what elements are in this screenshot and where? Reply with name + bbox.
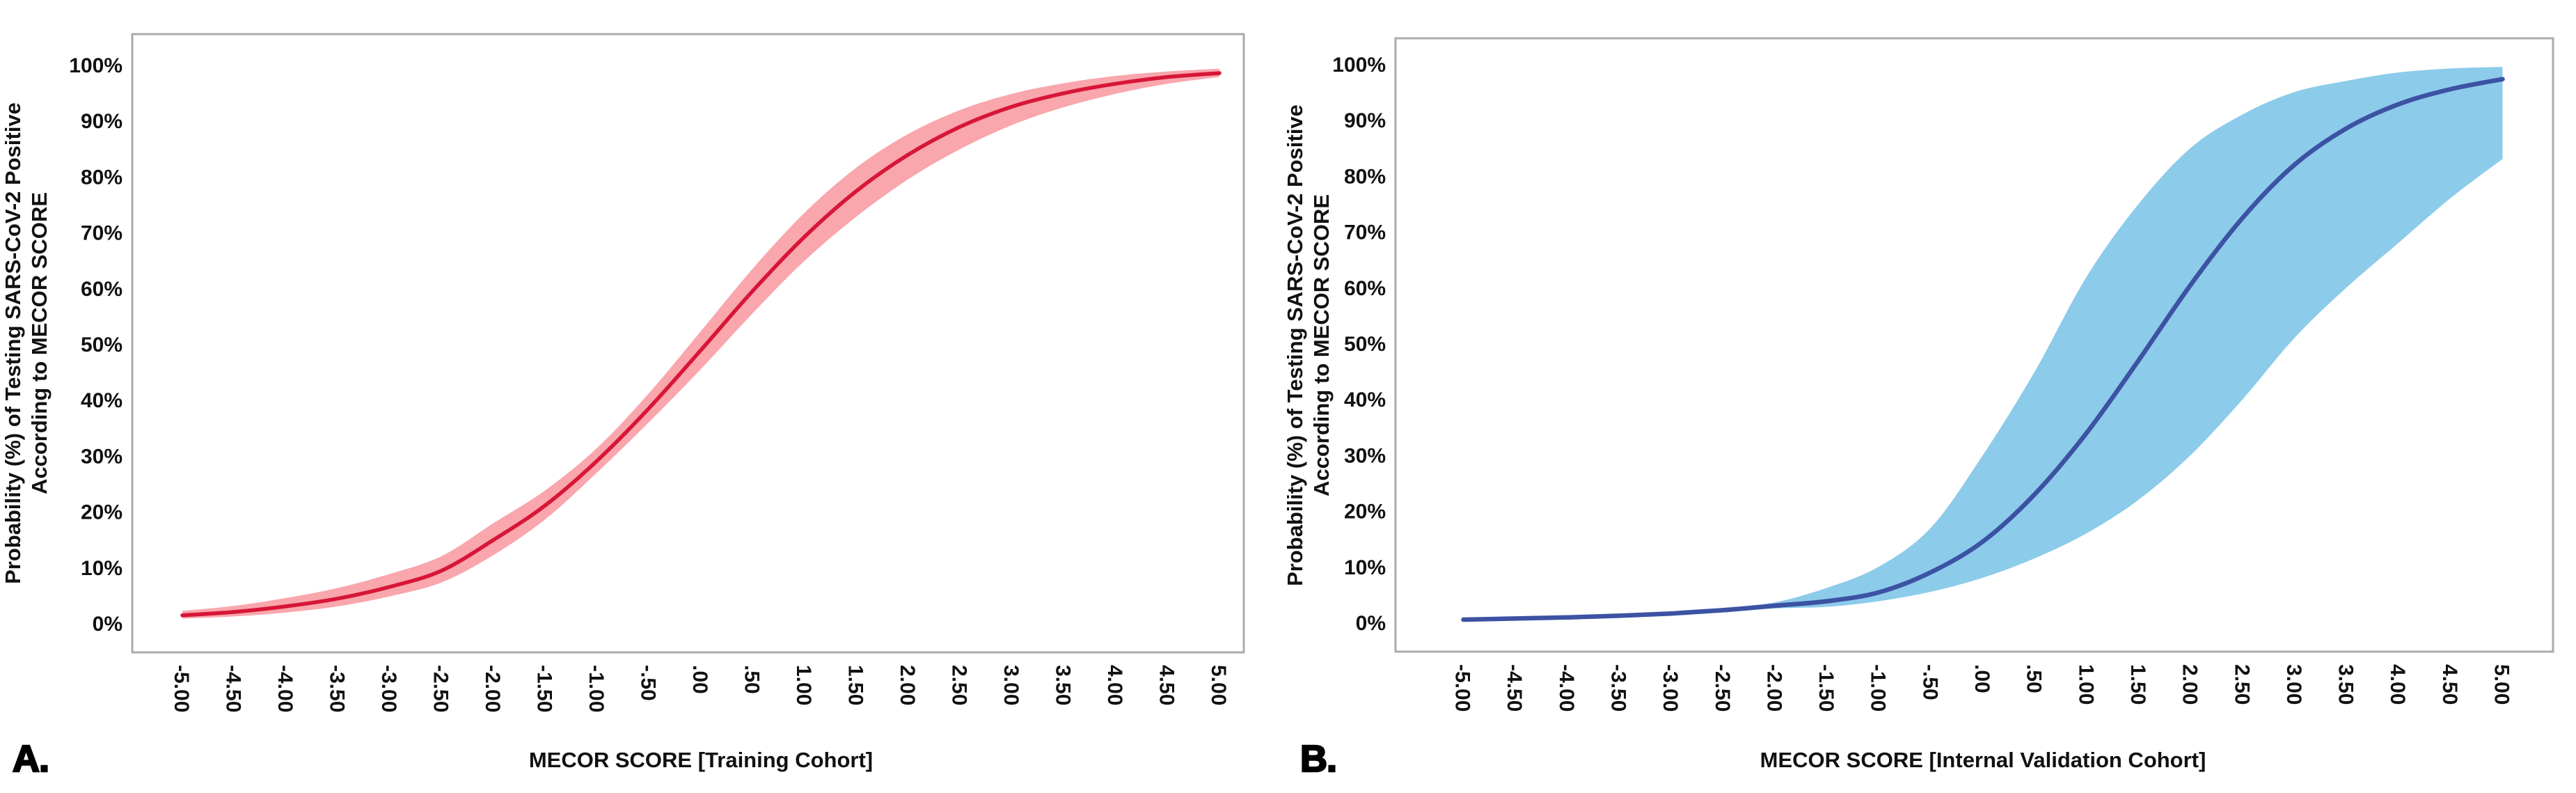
x-tick-label: 1.00 bbox=[2074, 664, 2097, 705]
x-tick-label: -2.00 bbox=[1762, 664, 1785, 712]
x-tick-label: -5.00 bbox=[1451, 664, 1474, 712]
panel-b-y-axis-title-line2: According to MECOR SCORE bbox=[1309, 194, 1334, 496]
x-tick-label: -.50 bbox=[637, 665, 660, 701]
x-tick-label: -2.50 bbox=[1711, 664, 1734, 712]
y-tick-label: 90% bbox=[1344, 109, 1386, 132]
x-tick-label: -3.00 bbox=[377, 665, 400, 712]
panel-b-x-tick-labels: -5.00 -4.50 -4.00 -3.50 -3.00 -2.50 -2.00 -1.50… bbox=[1451, 664, 2513, 712]
y-tick-label: 60% bbox=[81, 278, 123, 301]
x-tick-label: .50 bbox=[741, 665, 764, 694]
x-tick-label: .00 bbox=[688, 665, 711, 694]
y-tick-label: 20% bbox=[81, 501, 123, 524]
y-tick-label: 90% bbox=[81, 110, 123, 133]
panel-b: 0%10%20%30%40%50%60%70%80%90%100% -5.00-… bbox=[1283, 37, 2554, 780]
x-tick-label: 2.50 bbox=[948, 665, 971, 705]
x-tick-label: -4.50 bbox=[1503, 664, 1526, 712]
x-tick-label: 1.50 bbox=[2126, 664, 2149, 705]
y-tick-label: 10% bbox=[1344, 556, 1386, 579]
x-tick-label: 4.00 bbox=[2386, 664, 2409, 705]
y-tick-label: 60% bbox=[1344, 277, 1386, 300]
x-tick-label: -4.50 bbox=[222, 665, 245, 712]
panel-a-letter: A. bbox=[13, 738, 49, 780]
x-tick-label: -.50 bbox=[1918, 664, 1941, 700]
panel-b-plot-frame bbox=[1394, 37, 2554, 653]
y-tick-label: 80% bbox=[81, 166, 123, 189]
panel-a-plot-frame bbox=[131, 33, 1245, 654]
y-tick-label: 100% bbox=[69, 54, 123, 77]
panel-a-y-axis-title-line2: According to MECOR SCORE bbox=[27, 192, 52, 494]
y-tick-label: 80% bbox=[1344, 165, 1386, 188]
panel-b-probability-curve bbox=[1461, 77, 2505, 622]
panel-a-x-axis-title: MECOR SCORE [Training Cohort] bbox=[529, 748, 873, 772]
panel-a-y-tick-labels: 0% 10% 20% 30% 40% 50% 60% 70% 80% 90% 100% bbox=[69, 54, 123, 636]
y-tick-label: 40% bbox=[1344, 388, 1386, 411]
y-tick-label: 50% bbox=[81, 333, 123, 356]
y-tick-label: 10% bbox=[81, 557, 123, 580]
x-tick-label: 3.00 bbox=[2282, 664, 2305, 705]
y-tick-label: 0% bbox=[1356, 612, 1386, 635]
y-tick-label: 70% bbox=[81, 222, 123, 245]
panel-b-x-axis-title: MECOR SCORE [Internal Validation Cohort] bbox=[1760, 748, 2206, 772]
panel-b-y-axis-title-line1: Probability (%) of Testing SARS-CoV-2 Po… bbox=[1283, 104, 1307, 586]
x-tick-label: 3.00 bbox=[999, 665, 1022, 705]
x-tick-label: -1.00 bbox=[1867, 664, 1890, 712]
y-tick-label: 30% bbox=[1344, 444, 1386, 467]
y-tick-label: 0% bbox=[93, 613, 123, 636]
x-tick-label: 1.50 bbox=[844, 665, 867, 705]
y-tick-label: 40% bbox=[81, 389, 123, 412]
x-tick-label: -3.00 bbox=[1659, 664, 1682, 712]
y-tick-label: 100% bbox=[1332, 54, 1386, 77]
x-tick-label: -1.00 bbox=[585, 665, 608, 712]
x-tick-label: -4.00 bbox=[274, 665, 297, 712]
x-tick-label: -2.50 bbox=[429, 665, 452, 712]
x-tick-label: -3.50 bbox=[326, 665, 349, 712]
panel-a-probability-curve bbox=[180, 71, 1222, 618]
y-tick-label: 70% bbox=[1344, 221, 1386, 244]
x-tick-label: 4.50 bbox=[1155, 665, 1178, 705]
panel-b-letter: B. bbox=[1300, 738, 1336, 780]
y-tick-label: 20% bbox=[1344, 501, 1386, 524]
x-tick-label: 4.00 bbox=[1103, 665, 1126, 705]
x-tick-label: -5.00 bbox=[170, 665, 193, 712]
x-tick-label: 2.00 bbox=[896, 665, 919, 705]
x-tick-label: 3.50 bbox=[2334, 664, 2357, 705]
x-tick-label: 4.50 bbox=[2438, 664, 2461, 705]
y-tick-label: 50% bbox=[1344, 333, 1386, 356]
panel-a: 0%10%20%30%40%50%60%70%80%90%100% -5.00-… bbox=[1, 33, 1245, 780]
x-tick-label: -2.00 bbox=[481, 665, 504, 712]
x-tick-label: -4.00 bbox=[1555, 664, 1578, 712]
x-tick-label: -1.50 bbox=[1815, 664, 1838, 712]
panel-a-y-axis-title-line1: Probability (%) of Testing SARS-CoV-2 Po… bbox=[1, 102, 25, 584]
panel-a-confidence-band bbox=[182, 68, 1219, 619]
x-tick-label: 3.50 bbox=[1052, 665, 1075, 705]
x-tick-label: -3.50 bbox=[1606, 664, 1629, 712]
x-tick-label: 1.00 bbox=[792, 665, 815, 705]
x-tick-label: 5.00 bbox=[2490, 664, 2513, 705]
panel-b-y-tick-labels: 0% 10% 20% 30% 40% 50% 60% 70% 80% 90% 100% bbox=[1332, 54, 1386, 635]
panel-b-confidence-band bbox=[1463, 67, 2503, 621]
x-tick-label: 2.00 bbox=[2179, 664, 2202, 705]
panel-a-x-tick-labels: -5.00 -4.50 -4.00 -3.50 -3.00 -2.50 -2.00 -1.50… bbox=[170, 665, 1230, 712]
x-tick-label: 5.00 bbox=[1207, 665, 1230, 705]
x-tick-label: -1.50 bbox=[533, 665, 556, 712]
x-tick-label: 2.50 bbox=[2230, 664, 2253, 705]
y-tick-label: 30% bbox=[81, 445, 123, 468]
x-tick-label: .00 bbox=[1970, 664, 1993, 693]
x-tick-label: .50 bbox=[2023, 664, 2046, 693]
